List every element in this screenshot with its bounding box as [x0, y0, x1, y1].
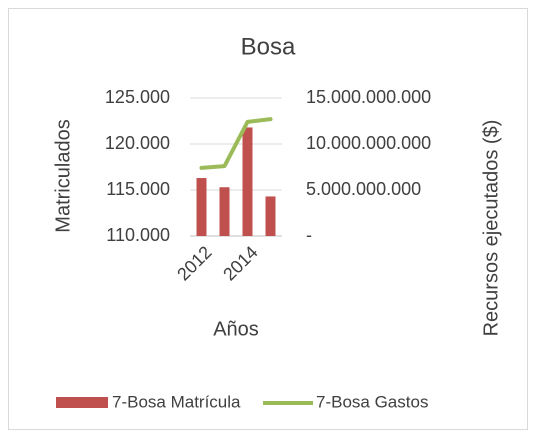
legend-label: 7-Bosa Matrícula [112, 392, 241, 411]
y2-tick-label: 5.000.000.000 [306, 179, 421, 199]
bar [242, 127, 253, 236]
bar [196, 178, 207, 236]
y2-tick-label: - [306, 225, 312, 245]
y-axis-label: Matriculados [52, 119, 74, 232]
y-tick-label: 125.000 [105, 87, 170, 107]
y-tick-label: 110.000 [106, 225, 170, 245]
y-tick-label: 120.000 [105, 133, 170, 153]
bar [265, 196, 276, 236]
legend-swatch [56, 397, 108, 408]
y-tick-label: 115.000 [106, 179, 170, 199]
line [199, 117, 273, 170]
y2-tick-label: 15.000.000.000 [306, 87, 431, 107]
legend-label: 7-Bosa Gastos [316, 392, 428, 411]
chart-title: Bosa [241, 33, 296, 60]
y2-axis-label: Recursos ejecutados ($) [480, 120, 502, 337]
x-axis-label: Años [213, 318, 259, 340]
bar [219, 187, 230, 236]
y2-tick-label: 10.000.000.000 [306, 133, 431, 153]
